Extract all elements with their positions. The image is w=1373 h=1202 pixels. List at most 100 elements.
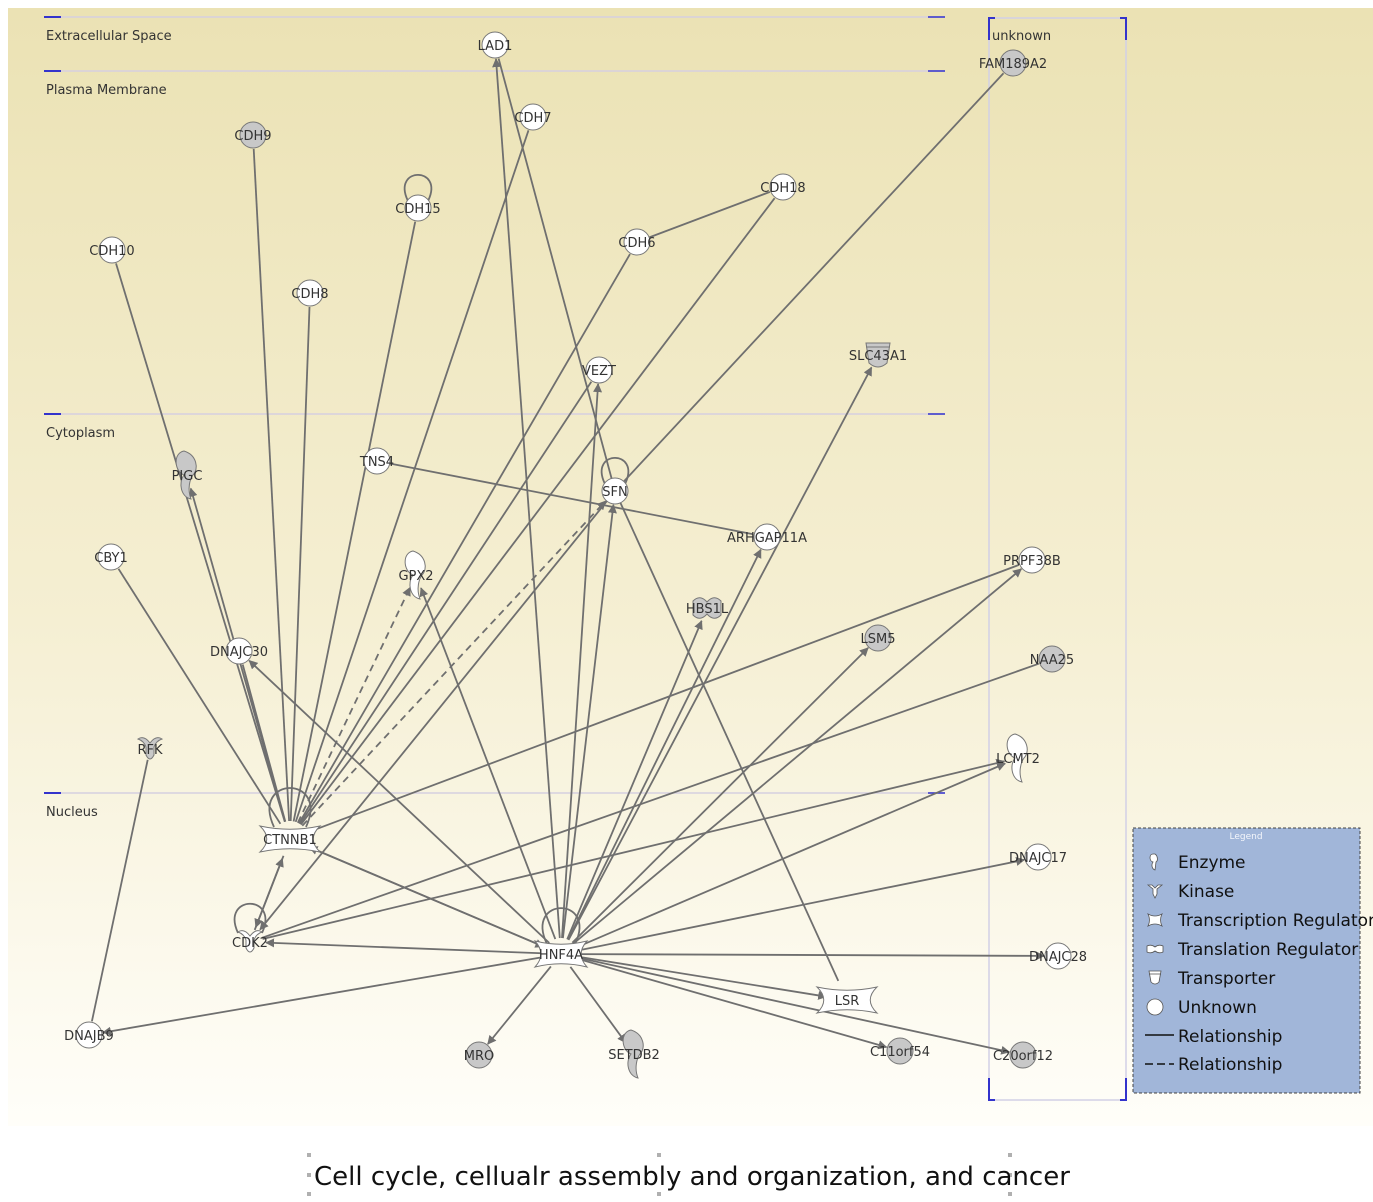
node-label-dnajc30: DNAJC30 [210, 645, 268, 660]
node-dnajc17[interactable]: DNAJC17 [1009, 843, 1067, 871]
node-mro[interactable]: MRO [464, 1041, 494, 1069]
node-label-hnf4a: HNF4A [539, 948, 583, 963]
edge-cdk2-to-lcmt2 [262, 758, 1006, 940]
node-lsm5[interactable]: LSM5 [861, 624, 896, 652]
node-lcmt2[interactable]: LCMT2 [996, 733, 1040, 783]
edge-hnf4a-to-lsm5 [571, 647, 869, 944]
node-label-prpf38b: PRPF38B [1003, 554, 1061, 569]
region-unknown: unknown [988, 17, 1127, 1101]
node-ctnnb1[interactable]: CTNNB1 [258, 825, 322, 853]
edge-sfn-to-cdk2 [259, 499, 609, 931]
node-shape-hnf4a [533, 940, 589, 968]
edge-ctnnb1-to-cdh9 [252, 148, 290, 822]
edge-hnf4a-to-cdk2 [265, 938, 546, 955]
node-arhgap11a[interactable]: ARHGAP11A [727, 523, 807, 551]
node-naa25[interactable]: NAA25 [1030, 645, 1074, 673]
edge-hnf4a-to-c20orf12 [576, 956, 1011, 1055]
node-cdh9[interactable]: CDH9 [234, 121, 272, 149]
node-c20orf12[interactable]: C20orf12 [993, 1041, 1053, 1069]
node-shape-rfk [136, 737, 164, 760]
self-loop-cdh15 [403, 173, 433, 201]
node-prpf38b[interactable]: PRPF38B [1003, 546, 1061, 574]
edge-hnf4a-to-lad1 [492, 58, 561, 939]
node-label-vezt: VEZT [582, 364, 616, 379]
node-gpx2[interactable]: GPX2 [398, 550, 434, 600]
node-dnajb9[interactable]: DNAJB9 [64, 1021, 114, 1049]
node-shape-lcmt2 [1006, 733, 1028, 783]
node-cdh10[interactable]: CDH10 [89, 236, 135, 264]
edge-hnf4a-to-arhgap11a [567, 548, 762, 941]
node-shape-cdh8 [296, 279, 324, 307]
edge-hnf4a-to-hbs1l [566, 620, 703, 940]
node-hbs1l[interactable]: HBS1L [686, 597, 729, 619]
node-shape-cdh18 [769, 173, 797, 201]
node-sfn[interactable]: SFN [601, 477, 629, 505]
node-dnajc30[interactable]: DNAJC30 [210, 637, 268, 665]
edge-hnf4a-to-prpf38b [572, 568, 1022, 945]
node-shape-dnajb9 [75, 1021, 103, 1049]
node-label-tns4: TNS4 [359, 455, 394, 470]
node-hnf4a[interactable]: HNF4A [533, 940, 589, 968]
node-label-setdb2: SETDB2 [608, 1048, 660, 1063]
enzyme-icon [1149, 853, 1158, 871]
node-cdh7[interactable]: CDH7 [514, 103, 552, 131]
edge-ctnnb1-to-cdh7 [294, 130, 530, 823]
node-shape-tns4 [363, 447, 391, 475]
node-label-cdh6: CDH6 [618, 236, 655, 251]
nodes: LAD1 CDH7 CDH9 CDH15 CDH18 CDH6 CDH10 CDH8 VEZT S… [64, 31, 1087, 1079]
node-label-mro: MRO [464, 1049, 494, 1064]
node-label-slc43a1: SLC43A1 [849, 349, 907, 364]
node-lad1[interactable]: LAD1 [478, 31, 513, 59]
unknown-icon [1146, 998, 1164, 1016]
edge-ctnnb1-to-gpx2 [296, 586, 411, 824]
edge-hnf4a-to-mro [487, 965, 552, 1045]
node-c11orf54[interactable]: C11orf54 [870, 1037, 930, 1065]
translation-regulator-icon [1146, 944, 1164, 954]
edge-ctnnb1-to-cdh6 [298, 253, 631, 824]
node-cdk2[interactable]: CDK2 [232, 930, 268, 953]
edge-hnf4a-to-lcmt2 [575, 762, 1006, 949]
node-cdh8[interactable]: CDH8 [291, 279, 329, 307]
node-label-gpx2: GPX2 [398, 569, 433, 584]
node-cby1[interactable]: CBY1 [94, 543, 128, 571]
node-label-cdh10: CDH10 [89, 244, 134, 259]
node-shape-cdh10 [98, 236, 126, 264]
node-slc43a1[interactable]: SLC43A1 [849, 342, 907, 368]
edge-ctnnb1-to-cdh18 [300, 197, 776, 826]
node-label-lsr: LSR [835, 994, 860, 1009]
legend-label-unknown: Unknown [1178, 998, 1257, 1018]
node-shape-dnajc28 [1044, 942, 1072, 970]
node-label-cdh8: CDH8 [291, 287, 328, 302]
node-shape-cby1 [97, 543, 125, 571]
node-cdh6[interactable]: CDH6 [618, 228, 656, 256]
node-cdh15[interactable]: CDH15 [395, 194, 441, 222]
self-loop-cdk2 [233, 903, 267, 934]
node-shape-lad1 [481, 31, 509, 59]
node-vezt[interactable]: VEZT [582, 356, 616, 384]
node-cdh18[interactable]: CDH18 [760, 173, 806, 201]
node-tns4[interactable]: TNS4 [359, 447, 394, 475]
self-loop-ctnnb1 [268, 787, 312, 828]
node-dnajc28[interactable]: DNAJC28 [1029, 942, 1087, 970]
node-shape-cdh9 [239, 121, 267, 149]
node-shape-cdh15 [404, 194, 432, 222]
region-extracellular-space: Extracellular Space [44, 16, 945, 44]
node-shape-dnajc30 [225, 637, 253, 665]
node-lsr[interactable]: LSR [815, 986, 879, 1014]
node-shape-mro [465, 1041, 493, 1069]
node-rfk[interactable]: RFK [136, 737, 164, 760]
legend-label-kinase: Kinase [1178, 882, 1234, 902]
edge-cdh6-to-cdh18 [646, 191, 771, 239]
edge-ctnnb1-to-dnajc30 [241, 664, 287, 822]
node-fam189a2[interactable]: FAM189A2 [979, 49, 1047, 77]
node-shape-ctnnb1 [258, 825, 322, 853]
node-shape-gpx2 [404, 550, 426, 600]
node-setdb2[interactable]: SETDB2 [608, 1029, 660, 1079]
node-pigc[interactable]: PIGC [172, 450, 203, 500]
node-label-c20orf12: C20orf12 [993, 1049, 1053, 1064]
region-label-nucleus: Nucleus [46, 805, 98, 820]
edge-ctnnb1-to-cby1 [117, 568, 282, 825]
legend-label-relationship-dashed: Relationship [1178, 1055, 1282, 1075]
edge-ctnnb1-to-cdh10 [115, 263, 286, 823]
